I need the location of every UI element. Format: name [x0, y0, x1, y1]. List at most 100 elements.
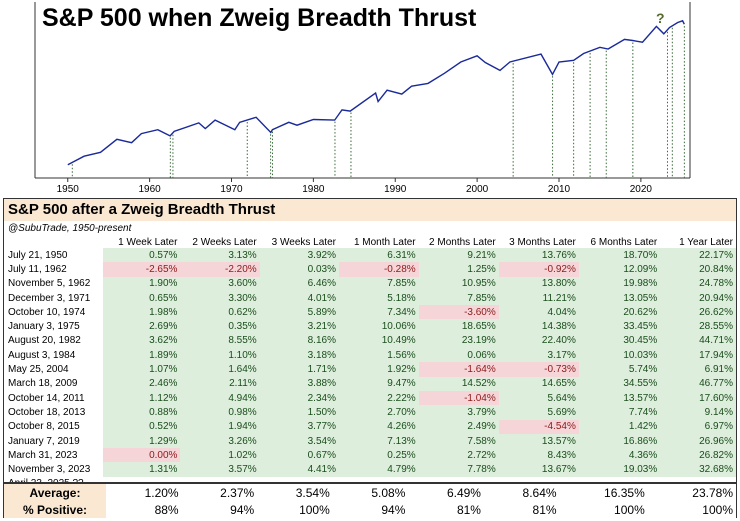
- table-row: November 3, 2023 1.31% 3.57% 4.41% 4.79% 7.78…: [4, 462, 736, 477]
- sp500-chart-svg: 1950 1960 1970 1980 1990 2000 2010 2020: [34, 2, 691, 195]
- value-cell: 9.47%: [338, 376, 419, 391]
- value-cell: -4.54%: [498, 419, 579, 434]
- results-table-panel: S&P 500 after a Zweig Breadth Thrust @Su…: [3, 198, 737, 520]
- value-cell: 3.88%: [259, 376, 339, 391]
- summary-value: 16.35%: [604, 485, 645, 500]
- value-cell: 0.57%: [102, 248, 181, 263]
- header-blank: [4, 236, 103, 248]
- table-row: August 3, 1984 1.89% 1.10% 3.18% 1.56% 0.06% 3…: [4, 348, 736, 363]
- value-cell: 26.82%: [660, 448, 736, 463]
- column-header: 1 Year Later: [679, 236, 733, 248]
- value-cell: 13.80%: [498, 276, 579, 291]
- table-row: October 10, 1974 1.98% 0.62% 5.89% 7.34% -3.6…: [4, 305, 736, 320]
- positive-row: % Positive: 88% 94% 100% 94% 81% 81% 100% 100%: [4, 501, 736, 518]
- value-cell: 5.64%: [498, 390, 579, 406]
- value-cell: 22.17%: [660, 248, 736, 263]
- table-row: March 18, 2009 2.46% 2.11% 3.88% 9.47% 14.52%…: [4, 376, 736, 391]
- value-cell: 1.71%: [259, 362, 339, 377]
- table-subtitle: @SubuTrade, 1950-present: [8, 223, 132, 234]
- value-cell: 26.62%: [660, 305, 736, 320]
- summary-value: 100%: [299, 502, 330, 517]
- value-cell: 1.10%: [180, 348, 260, 363]
- summary-value: 81%: [532, 502, 557, 517]
- average-row: Average: 1.20% 2.37% 3.54% 5.08% 6.49% 8.64% 16…: [4, 484, 736, 501]
- summary-value: 5.08%: [371, 485, 406, 500]
- summary-value: 23.78%: [692, 485, 733, 500]
- value-cell: 3.92%: [259, 248, 339, 263]
- value-cell: 1.98%: [102, 305, 181, 320]
- date-cell: October 14, 2011: [8, 392, 85, 404]
- value-cell: 4.79%: [338, 462, 419, 477]
- table-row: October 8, 2015 0.52% 1.94% 3.77% 4.26% 2.49%…: [4, 419, 736, 434]
- value-cell: -2.20%: [180, 262, 260, 277]
- summary-value: 81%: [456, 502, 481, 517]
- value-cell: 4.36%: [578, 448, 661, 463]
- value-cell: 3.13%: [180, 248, 260, 263]
- value-cell: 1.89%: [102, 348, 181, 363]
- value-cell: -1.64%: [418, 362, 499, 377]
- value-cell: 7.74%: [578, 405, 661, 420]
- x-tick-label: 1960: [139, 184, 162, 195]
- column-header: 1 Month Later: [353, 236, 416, 248]
- value-cell: 9.21%: [418, 248, 499, 263]
- value-cell: 3.26%: [180, 433, 260, 449]
- x-tick-label: 2010: [548, 184, 571, 195]
- value-cell: 16.86%: [578, 433, 661, 449]
- value-cell: 18.65%: [418, 319, 499, 334]
- value-cell: 3.54%: [259, 433, 339, 449]
- table-row: July 11, 1962 -2.65% -2.20% 0.03% -0.28% 1.25…: [4, 262, 736, 277]
- summary-section: Average: 1.20% 2.37% 3.54% 5.08% 6.49% 8.64% 16…: [4, 482, 736, 520]
- value-cell: 7.13%: [338, 433, 419, 449]
- value-cell: 2.72%: [418, 448, 499, 463]
- question-mark-annotation: ?: [656, 10, 665, 26]
- value-cell: 3.21%: [259, 319, 339, 334]
- date-cell: July 21, 1950: [8, 249, 68, 261]
- date-cell: November 3, 2023: [8, 464, 91, 476]
- value-cell: 3.57%: [180, 462, 260, 477]
- value-cell: 17.94%: [660, 348, 736, 363]
- value-cell: 7.78%: [418, 462, 499, 477]
- value-cell: 10.03%: [578, 348, 661, 363]
- value-cell: 13.57%: [498, 433, 579, 449]
- column-header: 2 Weeks Later: [192, 236, 257, 248]
- value-cell: 23.19%: [418, 333, 499, 349]
- value-cell: 0.52%: [102, 419, 181, 434]
- header-row: 1 Week Later 2 Weeks Later 3 Weeks Later 1 …: [4, 236, 736, 248]
- value-cell: 34.55%: [578, 376, 661, 391]
- value-cell: 1.25%: [418, 262, 499, 277]
- x-tick-label: 2000: [466, 184, 489, 195]
- date-cell: October 18, 2013: [8, 406, 86, 418]
- date-cell: May 25, 2004: [8, 364, 69, 376]
- sp500-price-line: [67, 19, 685, 166]
- value-cell: 10.49%: [338, 333, 419, 349]
- value-cell: 1.64%: [180, 362, 260, 377]
- value-cell: 3.17%: [498, 348, 579, 363]
- value-cell: 1.90%: [102, 276, 181, 291]
- date-cell: March 18, 2009: [8, 378, 78, 390]
- value-cell: 4.94%: [180, 390, 260, 406]
- value-cell: 0.65%: [102, 290, 181, 306]
- value-cell: 1.50%: [259, 405, 339, 420]
- value-cell: 3.77%: [259, 419, 339, 434]
- value-cell: 3.79%: [418, 405, 499, 420]
- summary-value: 100%: [614, 502, 645, 517]
- value-cell: 20.94%: [660, 290, 736, 306]
- value-cell: 0.98%: [180, 405, 260, 420]
- date-cell: March 31, 2023: [8, 449, 78, 461]
- summary-value: 8.64%: [522, 485, 557, 500]
- value-cell: 13.57%: [578, 390, 661, 406]
- value-cell: 1.42%: [578, 419, 661, 434]
- date-cell: July 11, 1962: [8, 263, 67, 275]
- value-cell: 5.69%: [498, 405, 579, 420]
- table-row: August 20, 1982 3.62% 8.55% 8.16% 10.49% 23.1…: [4, 333, 736, 349]
- date-cell: August 3, 1984: [8, 349, 76, 361]
- value-cell: 13.76%: [498, 248, 579, 263]
- value-cell: 7.85%: [338, 276, 419, 291]
- value-cell: -3.60%: [418, 305, 499, 320]
- date-cell: January 3, 1975: [8, 321, 80, 333]
- value-cell: 3.18%: [259, 348, 339, 363]
- value-cell: 14.52%: [418, 376, 499, 391]
- value-cell: 17.60%: [660, 390, 736, 406]
- table-row: January 3, 1975 2.69% 0.35% 3.21% 10.06% 18.6…: [4, 319, 736, 334]
- summary-table: Average: 1.20% 2.37% 3.54% 5.08% 6.49% 8.64% 16…: [4, 484, 736, 518]
